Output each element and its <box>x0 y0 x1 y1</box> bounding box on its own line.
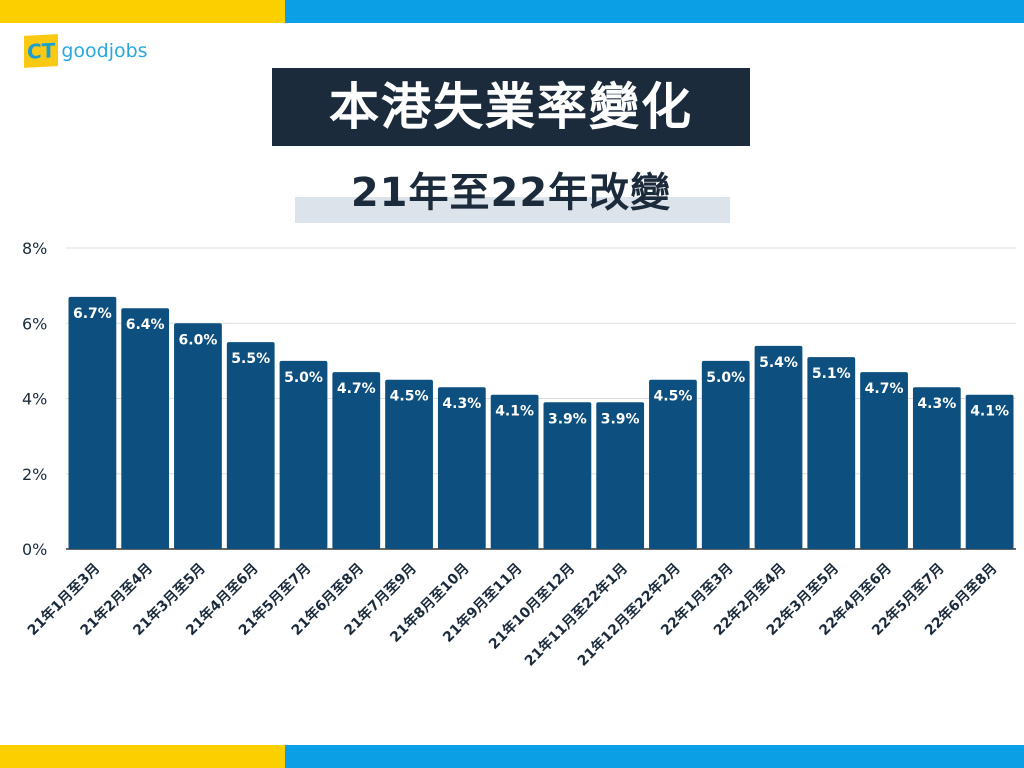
data-label: 4.5% <box>390 389 429 405</box>
bar <box>754 345 803 549</box>
bar <box>860 372 908 549</box>
data-label: 4.5% <box>654 389 693 405</box>
data-label: 6.7% <box>73 306 112 322</box>
data-label: 3.9% <box>601 411 640 427</box>
bar <box>385 379 433 549</box>
data-label: 3.9% <box>548 411 587 427</box>
bar <box>121 308 170 549</box>
data-label: 5.4% <box>759 355 798 371</box>
data-label: 4.3% <box>442 396 481 412</box>
bar <box>596 402 645 549</box>
data-label: 4.1% <box>495 404 534 420</box>
data-label: 5.1% <box>812 366 851 382</box>
subtitle-highlight <box>295 197 730 223</box>
bar <box>701 360 750 549</box>
data-label: 5.5% <box>231 351 270 367</box>
bar <box>807 357 856 549</box>
bar <box>174 323 222 549</box>
data-label: 5.0% <box>284 370 323 386</box>
data-label: 4.7% <box>865 381 904 397</box>
bottom-yellow-stripe <box>0 745 285 768</box>
bar <box>279 360 328 549</box>
y-tick-label: 6% <box>22 314 47 333</box>
bar <box>543 402 592 549</box>
ctgoodjobs-logo: CT goodjobs <box>24 34 148 68</box>
bar <box>332 372 381 549</box>
data-label: 6.0% <box>179 332 218 348</box>
bar <box>490 394 539 549</box>
bar <box>965 394 1014 549</box>
bar <box>437 387 486 549</box>
bar <box>649 379 697 549</box>
data-label: 6.4% <box>126 317 165 333</box>
data-label: 4.1% <box>970 404 1009 420</box>
x-tick-label: 21年10月至12月 <box>485 560 578 653</box>
bar <box>68 296 117 549</box>
bar <box>226 342 275 549</box>
bar <box>912 387 961 549</box>
y-tick-label: 0% <box>22 540 47 559</box>
data-label: 5.0% <box>706 370 745 386</box>
top-blue-stripe <box>285 0 1024 23</box>
data-label: 4.7% <box>337 381 376 397</box>
page-title: 本港失業率變化 <box>272 68 750 146</box>
y-tick-label: 8% <box>22 239 47 258</box>
x-tick-label: 21年12月至22年2月 <box>574 560 684 670</box>
y-tick-label: 4% <box>22 390 47 409</box>
bottom-blue-stripe <box>285 745 1024 768</box>
y-tick-label: 2% <box>22 465 47 484</box>
data-label: 4.3% <box>917 396 956 412</box>
page-subtitle: 21年至22年改變 <box>350 170 672 216</box>
x-tick-label: 21年11月至22年1月 <box>521 560 631 670</box>
top-yellow-stripe <box>0 0 285 23</box>
logo-name: goodjobs <box>61 40 148 62</box>
